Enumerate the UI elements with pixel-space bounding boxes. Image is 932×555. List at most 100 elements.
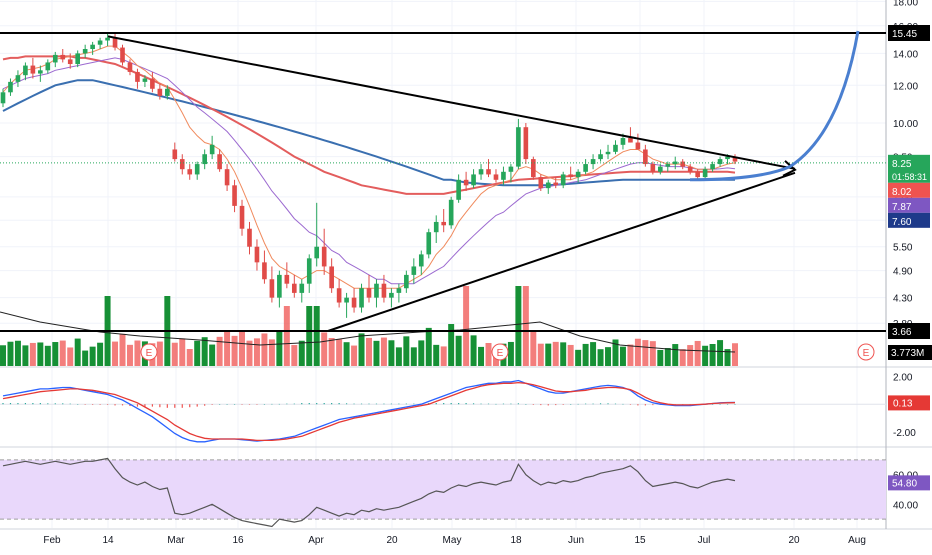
- rsi-axis-tick-label: 40.00: [893, 500, 918, 511]
- macd-histogram-bar: [159, 404, 161, 408]
- macd-histogram-bar: [69, 403, 71, 405]
- candle-body: [702, 169, 708, 178]
- volume-bar: [37, 342, 44, 366]
- volume-bar: [455, 335, 462, 366]
- time-axis-tick-label: 20: [788, 535, 800, 546]
- candle-body: [456, 179, 461, 200]
- volume-bar: [126, 344, 133, 366]
- time-axis-tick-label: 15: [634, 535, 646, 546]
- macd-histogram-bar: [644, 404, 646, 406]
- volume-bar: [253, 338, 260, 366]
- macd-histogram-bar: [219, 404, 221, 405]
- volume-bar: [605, 347, 612, 366]
- volume-bar: [478, 346, 485, 366]
- volume-bar: [515, 286, 522, 366]
- candle-body: [67, 59, 73, 65]
- candle-body: [120, 47, 125, 63]
- candle-body: [172, 149, 178, 160]
- candle-body: [404, 274, 409, 289]
- macd-histogram-bar: [248, 404, 251, 405]
- volume-bar: [44, 345, 51, 366]
- candle-body: [643, 149, 648, 165]
- candle-body: [657, 166, 663, 172]
- volume-bar: [545, 343, 552, 366]
- macd-histogram-bar: [271, 403, 273, 405]
- macd-histogram-bar: [181, 404, 183, 408]
- candle-body: [284, 274, 290, 284]
- macd-histogram-bar: [77, 404, 79, 405]
- last-price-label: 8.25: [892, 159, 912, 170]
- axis-layer[interactable]: 18.0016.0014.0012.0010.008.507.006.255.5…: [43, 0, 932, 546]
- macd-histogram-bar: [106, 404, 109, 405]
- candle-body: [60, 54, 66, 60]
- volume-bar: [186, 349, 193, 366]
- volume-bar: [298, 340, 305, 366]
- macd-histogram-bar: [345, 403, 348, 405]
- rsi-value-label-bg: [888, 475, 930, 491]
- time-axis-tick-label: 14: [102, 535, 114, 546]
- volume-label-bg: [888, 345, 932, 360]
- macd-histogram-bar: [241, 404, 243, 405]
- macd-histogram-bar: [562, 404, 564, 405]
- time-axis-tick-label: 16: [232, 535, 244, 546]
- macd-histogram-bar: [622, 403, 624, 405]
- macd-histogram-bar: [570, 404, 572, 405]
- candle-body: [396, 288, 402, 293]
- macd-histogram-bar: [502, 403, 505, 405]
- volume-bar: [239, 330, 246, 366]
- macd-histogram-bar: [24, 403, 27, 405]
- candle-body: [418, 254, 424, 267]
- volume-bar: [67, 347, 74, 366]
- volume-bar: [306, 306, 313, 366]
- volume-bar: [358, 333, 365, 366]
- countdown-label: 01:58:31: [892, 172, 927, 182]
- triangle-arrowhead: [782, 160, 797, 177]
- candle-body: [90, 44, 95, 50]
- earnings-marker-label: E: [863, 348, 870, 359]
- macd-histogram-bar: [233, 404, 236, 405]
- price-axis-tick-label: 12.00: [893, 81, 918, 92]
- volume-bar: [702, 345, 709, 366]
- volume-bar: [373, 340, 380, 366]
- macd-line: [2, 379, 736, 443]
- macd-histogram-bar: [353, 403, 355, 405]
- volume-bar: [679, 349, 686, 366]
- candle-body: [150, 78, 155, 89]
- candle-body: [665, 164, 671, 167]
- candle-body: [426, 232, 432, 255]
- macd-histogram-bar: [637, 404, 639, 406]
- macd-layer: [0, 379, 886, 443]
- macd-histogram-bar: [472, 403, 475, 405]
- earnings-marker-circle: [857, 343, 875, 361]
- macd-histogram-bar: [495, 403, 497, 405]
- volume-bar: [425, 327, 432, 366]
- volume-bar: [89, 346, 96, 366]
- volume-bar: [582, 343, 589, 366]
- candle-body: [687, 166, 693, 172]
- macd-histogram-bar: [226, 404, 228, 405]
- candle-body: [695, 171, 700, 178]
- macd-histogram-bar: [525, 404, 527, 405]
- ma-price-label-bg: [888, 182, 930, 198]
- candle-body: [97, 40, 103, 45]
- candle-body: [381, 283, 387, 298]
- candle-body: [8, 81, 13, 93]
- ma-price-label: 7.60: [892, 217, 912, 228]
- macd-histogram-bar: [204, 404, 206, 406]
- candle-body: [142, 78, 148, 82]
- candle-body: [553, 182, 559, 186]
- volume-bar: [717, 340, 724, 366]
- macd-histogram-bar: [383, 403, 385, 405]
- macd-histogram-bar: [32, 403, 34, 405]
- candle-body: [478, 169, 484, 175]
- macd-histogram-bar: [144, 404, 146, 407]
- macd-histogram-bar: [62, 403, 64, 405]
- candle-body: [209, 144, 215, 155]
- macd-histogram-bar: [599, 403, 602, 405]
- candle-body: [433, 221, 439, 233]
- macd-histogram-bar: [547, 404, 549, 406]
- volume-bar: [351, 345, 358, 366]
- candle-body: [575, 171, 581, 178]
- volume-bar: [433, 344, 440, 366]
